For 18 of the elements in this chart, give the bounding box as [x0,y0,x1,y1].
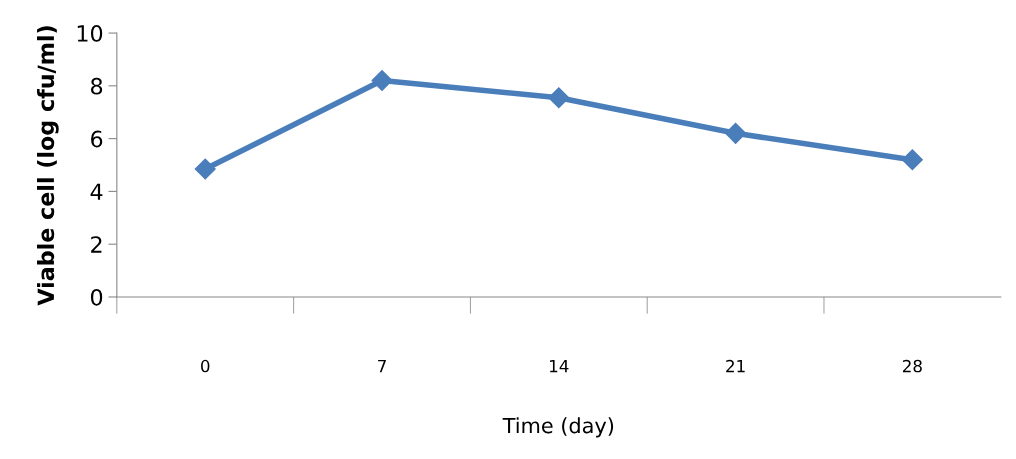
point [725,122,747,144]
y-tick-label: 6 [91,130,103,148]
x-tick-label: 14 [550,359,569,373]
x-tick-label: 0 [201,359,210,373]
point [371,70,393,92]
y-tick-label: 8 [91,77,103,95]
y-tick-label: 10 [77,25,103,42]
point [901,149,923,171]
x-tick-label: 28 [902,359,922,373]
x-axis-title: Time (day) [502,417,614,438]
point [194,158,216,180]
x-tick-label: 7 [378,359,386,373]
y-tick-label: 2 [91,236,102,253]
y-tick-label: 0 [90,288,103,306]
x-tick-label: 21 [726,359,745,373]
y-tick-label: 4 [90,183,103,200]
point [548,87,570,109]
y-axis-title: Viable cell (log cfu/ml) [37,26,59,306]
